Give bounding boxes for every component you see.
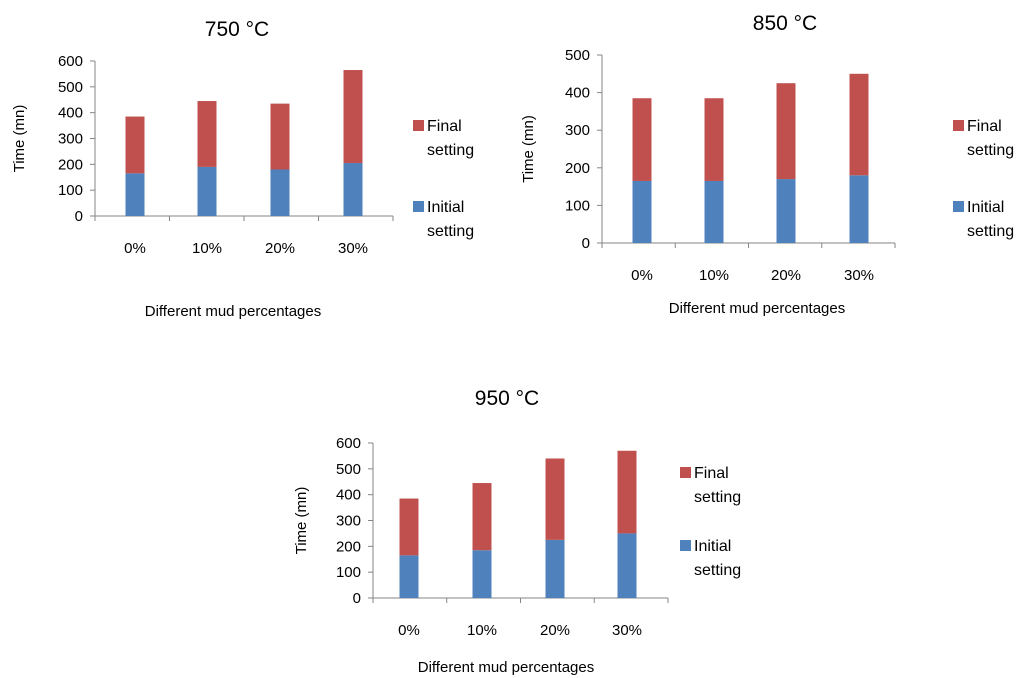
legend-label: setting bbox=[427, 223, 474, 240]
y-tick-label: 600 bbox=[58, 53, 83, 70]
y-tick-label: 400 bbox=[58, 105, 83, 122]
x-tick-label: 30% bbox=[612, 622, 642, 639]
y-tick-label: 0 bbox=[582, 235, 590, 252]
legend-label: setting bbox=[967, 223, 1014, 240]
bar-final-setting bbox=[125, 116, 145, 174]
legend-swatch-initial bbox=[953, 201, 964, 212]
x-axis-label: Different mud percentages bbox=[418, 659, 595, 676]
x-tick-label: 30% bbox=[338, 240, 368, 257]
y-axis-label: Time (mn) bbox=[11, 105, 28, 173]
legend-label: Final bbox=[967, 118, 1002, 135]
y-axis-label: Time (mn) bbox=[293, 487, 310, 555]
chart-950c: 950 °C 0 100 200 300 400 500 600 0% 10% 20% 30% Time… bbox=[293, 387, 741, 676]
legend-label: setting bbox=[967, 142, 1014, 159]
y-tick-label: 400 bbox=[336, 487, 361, 504]
legend-swatch-final bbox=[413, 120, 424, 131]
y-tick-label: 500 bbox=[565, 47, 590, 64]
bar-initial-setting bbox=[632, 180, 652, 243]
x-axis-label: Different mud percentages bbox=[145, 303, 322, 320]
bar-initial-setting bbox=[125, 173, 145, 216]
bar-final-setting bbox=[617, 450, 637, 534]
x-axis-label: Different mud percentages bbox=[669, 300, 846, 317]
chart-title: 950 °C bbox=[475, 387, 539, 410]
y-tick-label: 200 bbox=[565, 160, 590, 177]
bar-final-setting bbox=[343, 70, 363, 164]
legend-swatch-initial bbox=[680, 540, 691, 551]
y-tick-label: 100 bbox=[336, 564, 361, 581]
bar-initial-setting bbox=[704, 180, 724, 243]
y-tick-label: 100 bbox=[58, 182, 83, 199]
chart-750c: 750 °C 0 100 200 300 400 500 600 0% 10% 20% 30% Time… bbox=[11, 18, 474, 320]
y-tick-label: 100 bbox=[565, 197, 590, 214]
bar-initial-setting bbox=[343, 163, 363, 216]
x-tick-label: 0% bbox=[398, 622, 420, 639]
chart-title: 750 °C bbox=[205, 18, 269, 41]
legend-label: Initial bbox=[694, 538, 731, 555]
legend-swatch-initial bbox=[413, 201, 424, 212]
x-tick-label: 30% bbox=[844, 267, 874, 284]
x-tick-label: 20% bbox=[771, 267, 801, 284]
y-tick-label: 200 bbox=[336, 538, 361, 555]
bar-initial-setting bbox=[617, 533, 637, 598]
y-tick-label: 300 bbox=[565, 122, 590, 139]
chart-title: 850 °C bbox=[753, 12, 817, 35]
x-tick-label: 20% bbox=[265, 240, 295, 257]
y-tick-label: 600 bbox=[336, 435, 361, 452]
bar-final-setting bbox=[545, 458, 565, 540]
y-tick-label: 0 bbox=[75, 208, 83, 225]
bar-final-setting bbox=[632, 98, 652, 181]
y-tick-label: 500 bbox=[58, 79, 83, 96]
chart-850c: 850 °C 0 100 200 300 400 500 0% 10% 20% 30% Time (m… bbox=[520, 12, 1014, 317]
legend-swatch-final bbox=[953, 120, 964, 131]
x-tick-label: 0% bbox=[124, 240, 146, 257]
legend-label: setting bbox=[427, 142, 474, 159]
y-tick-label: 400 bbox=[565, 85, 590, 102]
legend-swatch-final bbox=[680, 467, 691, 478]
y-tick-label: 300 bbox=[58, 131, 83, 148]
bar-initial-setting bbox=[197, 166, 217, 216]
bar-final-setting bbox=[270, 103, 290, 170]
y-tick-label: 300 bbox=[336, 513, 361, 530]
bar-final-setting bbox=[776, 83, 796, 180]
bar-initial-setting bbox=[849, 175, 869, 243]
legend-label: Initial bbox=[427, 199, 464, 216]
legend-label: setting bbox=[694, 489, 741, 506]
bar-initial-setting bbox=[399, 555, 419, 598]
legend-label: setting bbox=[694, 562, 741, 579]
bar-final-setting bbox=[704, 98, 724, 181]
bar-final-setting bbox=[472, 483, 492, 551]
x-tick-label: 10% bbox=[467, 622, 497, 639]
x-tick-label: 20% bbox=[540, 622, 570, 639]
x-tick-label: 10% bbox=[192, 240, 222, 257]
y-tick-label: 200 bbox=[58, 156, 83, 173]
bar-initial-setting bbox=[472, 550, 492, 598]
legend-label: Final bbox=[427, 118, 462, 135]
bar-initial-setting bbox=[270, 169, 290, 216]
y-tick-label: 500 bbox=[336, 461, 361, 478]
bar-final-setting bbox=[197, 101, 217, 167]
y-tick-label: 0 bbox=[353, 590, 361, 607]
y-axis-label: Time (mn) bbox=[520, 115, 537, 183]
x-tick-label: 10% bbox=[699, 267, 729, 284]
bar-final-setting bbox=[399, 498, 419, 556]
x-tick-label: 0% bbox=[631, 267, 653, 284]
legend-label: Final bbox=[694, 465, 729, 482]
bar-initial-setting bbox=[776, 179, 796, 243]
bar-final-setting bbox=[849, 73, 869, 176]
legend-label: Initial bbox=[967, 199, 1004, 216]
bar-initial-setting bbox=[545, 539, 565, 598]
